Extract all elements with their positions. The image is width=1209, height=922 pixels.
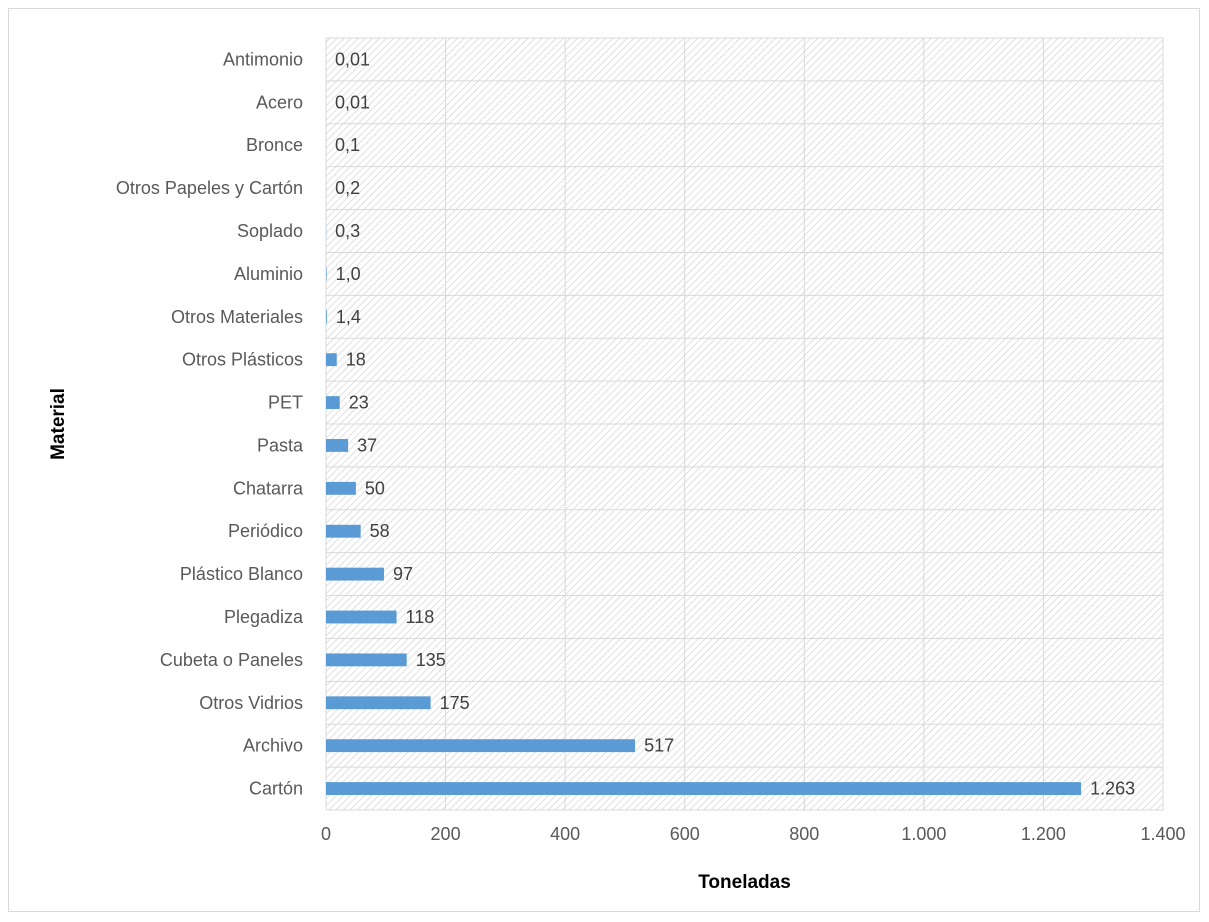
x-tick-labels: 0 200 400 600 800 1.000 1.200 1.400 <box>321 824 1186 844</box>
data-label: 0,01 <box>335 49 370 69</box>
category-label: Archivo <box>243 736 303 756</box>
x-tick-label: 200 <box>431 824 461 844</box>
x-tick-label: 400 <box>550 824 580 844</box>
x-tick-label: 800 <box>789 824 819 844</box>
bar <box>326 567 384 581</box>
data-label: 0,01 <box>335 92 370 112</box>
bar <box>326 310 327 324</box>
category-label: Aluminio <box>234 264 303 284</box>
category-label: Periódico <box>228 521 303 541</box>
data-label: 0,1 <box>335 135 360 155</box>
data-label: 37 <box>357 435 377 455</box>
category-label: Pasta <box>257 435 304 455</box>
category-label: Plegadiza <box>224 607 304 627</box>
bar <box>326 653 407 667</box>
category-label: Chatarra <box>233 478 304 498</box>
data-label: 1,0 <box>336 264 361 284</box>
bar <box>326 439 349 452</box>
category-label: Otros Plásticos <box>182 350 303 370</box>
data-label: 517 <box>644 736 674 756</box>
category-label: Soplado <box>237 221 303 241</box>
category-label: Bronce <box>246 135 303 155</box>
bars <box>326 53 1082 795</box>
bar <box>326 353 337 367</box>
category-label: Antimonio <box>223 49 303 69</box>
category-label: PET <box>268 393 303 413</box>
category-label: Otros Papeles y Cartón <box>116 178 303 198</box>
category-labels: Antimonio Acero Bronce Otros Papeles y Cart… <box>116 49 304 798</box>
data-label: 1,4 <box>336 307 361 327</box>
data-label: 175 <box>440 693 470 713</box>
category-label: Cubeta o Paneles <box>160 650 303 670</box>
data-label: 23 <box>349 393 369 413</box>
category-label: Otros Materiales <box>171 307 303 327</box>
category-label: Acero <box>256 92 303 112</box>
bar <box>326 524 361 538</box>
y-axis-title: Material <box>48 388 69 460</box>
data-label: 1.263 <box>1090 779 1135 799</box>
category-label: Otros Vidrios <box>199 693 303 713</box>
bar <box>326 739 636 753</box>
x-tick-label: 1.400 <box>1140 824 1185 844</box>
data-labels: 0,01 0,01 0,1 0,2 0,3 1,0 1,4 18 23 37 50 58 97 118 13… <box>335 49 1135 798</box>
bar <box>326 396 340 409</box>
category-label: Plástico Blanco <box>180 564 303 584</box>
gridlines <box>325 37 1164 811</box>
bar <box>326 782 1082 795</box>
bar <box>326 610 397 624</box>
data-label: 0,2 <box>335 178 360 198</box>
data-label: 18 <box>346 350 366 370</box>
x-tick-label: 1.000 <box>901 824 946 844</box>
x-tick-label: 0 <box>321 824 331 844</box>
data-label: 135 <box>416 650 446 670</box>
data-label: 0,3 <box>335 221 360 241</box>
bar <box>326 267 327 281</box>
category-label: Cartón <box>249 779 303 799</box>
data-label: 58 <box>370 521 390 541</box>
x-tick-label: 1.200 <box>1021 824 1066 844</box>
data-label: 97 <box>393 564 413 584</box>
bar <box>326 696 431 710</box>
data-label: 50 <box>365 478 385 498</box>
data-label: 118 <box>406 607 435 627</box>
x-tick-label: 600 <box>670 824 700 844</box>
x-axis-title: Toneladas <box>698 872 791 893</box>
bar <box>326 481 356 495</box>
